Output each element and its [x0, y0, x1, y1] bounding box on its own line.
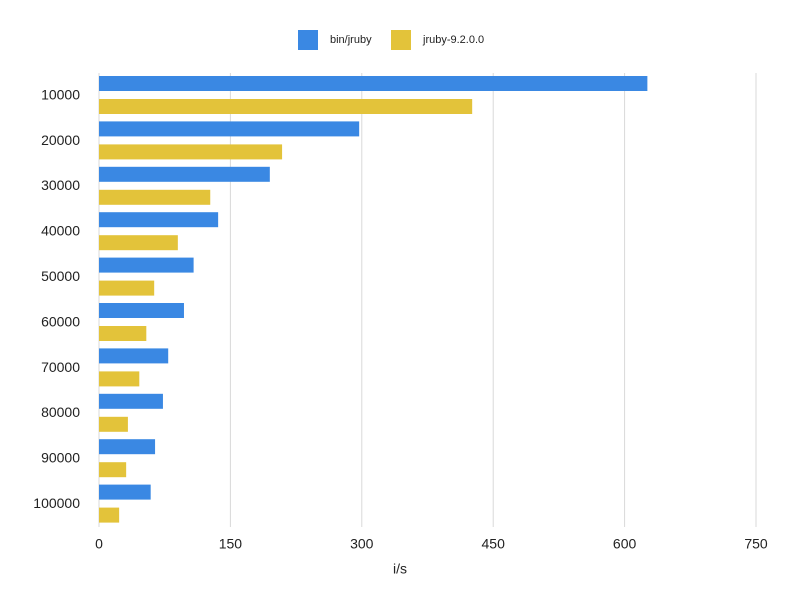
bar	[99, 326, 147, 341]
bar	[99, 484, 151, 500]
legend-label: bin/jruby	[330, 34, 372, 46]
bar	[99, 121, 360, 137]
x-tick-label: 600	[613, 536, 637, 552]
x-tick-label: 450	[482, 536, 506, 552]
y-tick-label: 70000	[41, 359, 80, 375]
bar	[99, 371, 140, 387]
bar	[99, 76, 648, 91]
bar	[99, 303, 184, 318]
y-tick-label: 80000	[41, 404, 80, 420]
bar	[99, 257, 194, 273]
x-tick-label: 150	[219, 536, 243, 552]
x-tick-label: 750	[744, 536, 768, 552]
bar	[99, 235, 178, 251]
bar	[99, 507, 120, 523]
y-tick-label: 100000	[33, 495, 80, 511]
bar	[99, 212, 219, 228]
y-tick-label: 50000	[41, 268, 80, 284]
bar	[99, 189, 211, 205]
bar	[99, 348, 169, 364]
y-tick-label: 30000	[41, 177, 80, 193]
y-tick-label: 20000	[41, 132, 80, 148]
bar	[99, 439, 156, 455]
x-tick-label: 300	[350, 536, 374, 552]
bar	[99, 99, 473, 114]
x-tick-label: 0	[95, 536, 103, 552]
bar	[99, 280, 155, 296]
bar	[99, 462, 127, 478]
y-tick-label: 90000	[41, 450, 80, 466]
y-tick-label: 60000	[41, 313, 80, 329]
bar	[99, 393, 163, 409]
bar	[99, 144, 283, 160]
legend-label: jruby-9.2.0.0	[422, 34, 484, 46]
bar	[99, 416, 128, 432]
x-axis-label: i/s	[393, 561, 407, 577]
y-tick-label: 40000	[41, 223, 80, 239]
legend-swatch	[298, 30, 318, 50]
bar	[99, 166, 270, 182]
y-tick-label: 10000	[41, 86, 80, 102]
legend-swatch	[391, 30, 411, 50]
